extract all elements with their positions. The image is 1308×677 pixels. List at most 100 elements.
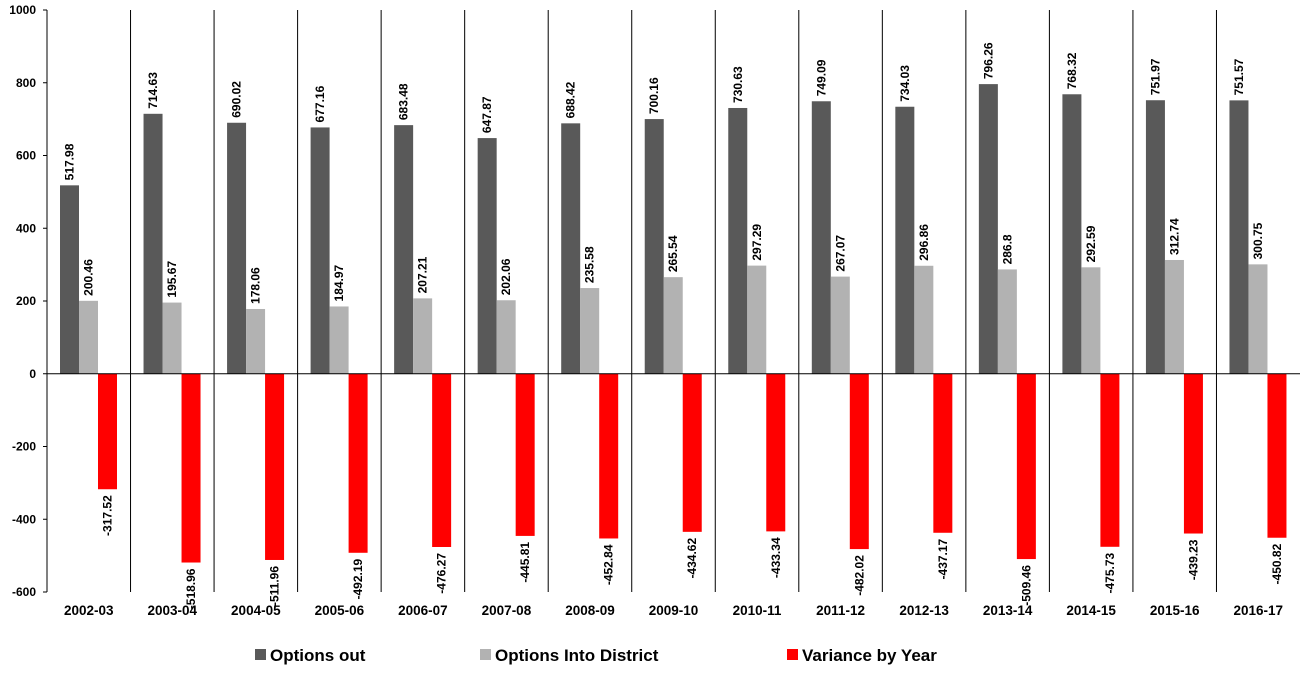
data-label: 265.54	[666, 235, 680, 272]
bar	[997, 269, 1017, 374]
data-label: 184.97	[332, 264, 346, 301]
x-tick-label: 2003-04	[148, 603, 198, 618]
x-tick-label: 2002-03	[64, 603, 114, 618]
bar	[747, 265, 767, 374]
bar	[1081, 267, 1101, 374]
data-label: -317.52	[101, 495, 115, 536]
data-label: 178.06	[249, 267, 263, 304]
data-label: 751.57	[1232, 58, 1246, 95]
data-label: -445.81	[518, 542, 532, 583]
axes-group	[43, 9, 1300, 593]
data-label: 677.16	[313, 85, 327, 122]
bar	[933, 373, 953, 533]
data-label: -492.19	[351, 558, 365, 599]
x-tick-label: 2013-14	[983, 603, 1033, 618]
bar	[644, 119, 664, 374]
bar	[432, 373, 452, 547]
data-label: 683.48	[397, 83, 411, 120]
legend: Options out Options Into District Variance…	[255, 646, 937, 665]
x-tick-label: 2009-10	[649, 603, 699, 618]
legend-swatch	[480, 649, 491, 660]
data-label: 267.07	[833, 235, 847, 272]
x-tick-label: 2014-15	[1066, 603, 1116, 618]
y-tick-label: 800	[16, 76, 36, 90]
bar	[1016, 373, 1036, 560]
data-label: -511.96	[268, 566, 282, 606]
data-label: 202.06	[499, 258, 513, 295]
data-label: 734.03	[898, 65, 912, 102]
data-label: 749.09	[814, 59, 828, 96]
data-label: -509.46	[1019, 565, 1033, 606]
data-label: -450.82	[1270, 543, 1284, 584]
bar	[830, 276, 850, 374]
data-label: -439.23	[1186, 539, 1200, 580]
data-label: -452.84	[602, 544, 616, 585]
category-dividers	[130, 10, 1217, 592]
data-label: 297.29	[750, 224, 764, 261]
bar	[310, 127, 330, 374]
data-label: 200.46	[82, 259, 96, 296]
bar	[766, 373, 786, 532]
y-tick-labels: -600 -400 -200 0 200 400 600 800 1000	[9, 3, 36, 599]
bar	[1183, 373, 1203, 534]
bar	[496, 300, 516, 374]
x-tick-label: 2005-06	[315, 603, 365, 618]
legend-label: Variance by Year	[802, 646, 937, 665]
legend-label: Options Into District	[495, 646, 659, 665]
x-tick-label: 2015-16	[1150, 603, 1200, 618]
bar	[1248, 264, 1268, 374]
data-label: 517.98	[63, 143, 77, 180]
bar	[227, 122, 247, 374]
legend-swatch	[255, 649, 266, 660]
data-label: 207.21	[416, 256, 430, 293]
data-label: 690.02	[230, 81, 244, 118]
bar	[79, 300, 98, 374]
bar	[477, 138, 497, 374]
y-tick-label: 0	[29, 367, 36, 381]
bar	[1062, 94, 1082, 374]
bar	[98, 373, 117, 490]
data-labels: 517.98 714.63 690.02 677.16 683.48 647.87 688.…	[63, 42, 1284, 609]
bar	[811, 101, 831, 374]
x-tick-label: 2012-13	[899, 603, 949, 618]
data-label: 730.63	[731, 66, 745, 103]
data-label: -434.62	[685, 538, 699, 579]
data-label: -482.02	[852, 555, 866, 596]
bar	[515, 373, 535, 536]
data-label: -518.96	[184, 568, 198, 609]
x-tick-label: 2010-11	[733, 603, 782, 618]
x-tick-label: 2016-17	[1233, 603, 1283, 618]
data-label: -475.73	[1103, 552, 1117, 593]
bar	[849, 373, 869, 550]
data-label: 714.63	[146, 72, 160, 109]
bar	[1267, 373, 1287, 538]
bar	[394, 125, 414, 374]
x-tick-label: 2011-12	[816, 603, 865, 618]
data-label: -437.17	[936, 538, 950, 579]
bar	[580, 288, 600, 374]
data-label: 195.67	[165, 261, 179, 298]
bar	[599, 373, 619, 539]
data-label: 688.42	[564, 81, 578, 118]
bar	[728, 107, 748, 374]
bar	[1164, 259, 1184, 374]
y-tick-label: 200	[16, 294, 36, 308]
legend-label: Options out	[270, 646, 366, 665]
data-label: 296.86	[917, 224, 931, 261]
y-tick-label: -400	[12, 512, 36, 526]
bar	[181, 373, 201, 563]
bar	[978, 84, 998, 374]
bar	[895, 106, 915, 374]
bar	[162, 302, 182, 374]
x-tick-labels: 2002-03 2003-04 2004-05 2005-06 2006-07 2007-…	[64, 603, 1283, 618]
bar	[60, 185, 79, 374]
legend-swatch	[787, 649, 798, 660]
data-label: 286.8	[1000, 234, 1014, 264]
data-label: -476.27	[435, 553, 449, 594]
data-label: -433.34	[769, 537, 783, 578]
x-tick-label: 2007-08	[482, 603, 532, 618]
data-label: 292.59	[1084, 225, 1098, 262]
data-label: 300.75	[1251, 222, 1265, 259]
